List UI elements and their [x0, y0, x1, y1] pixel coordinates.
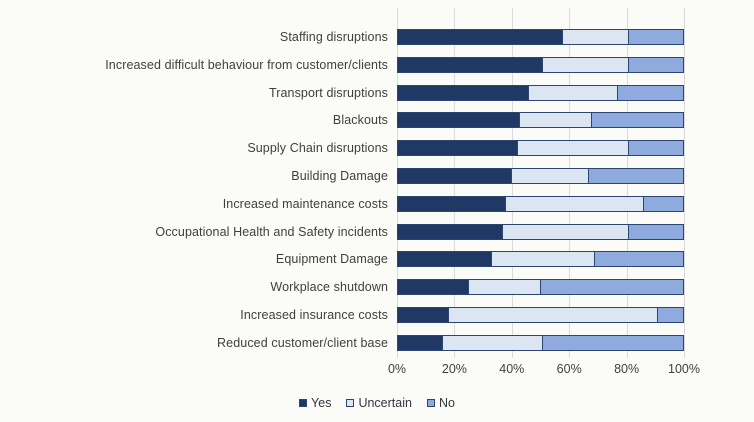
legend-swatch-icon	[346, 399, 355, 407]
bar-segment-uncertain	[448, 307, 659, 323]
stacked-bar	[397, 168, 684, 184]
bar-segment-uncertain	[442, 334, 544, 351]
legend-item-yes: Yes	[299, 396, 331, 410]
bar-segment-no	[629, 223, 684, 240]
bar-row: Transport disruptions	[0, 84, 754, 101]
bar-segment-yes	[397, 140, 518, 157]
bar-segment-uncertain	[520, 112, 593, 129]
bar-row: Equipment Damage	[0, 251, 754, 268]
bar-segment-uncertain	[517, 140, 630, 157]
bar-segment-yes	[397, 84, 530, 101]
bar-segment-uncertain	[511, 168, 590, 184]
bar-row: Increased insurance costs	[0, 307, 754, 323]
bar-row: Workplace shutdown	[0, 279, 754, 296]
category-label: Supply Chain disruptions	[247, 141, 388, 156]
bar-row: Staffing disruptions	[0, 29, 754, 45]
x-tick-label: 60%	[556, 362, 582, 376]
bar-segment-yes	[397, 251, 492, 268]
legend-label: No	[438, 396, 455, 410]
category-label: Staffing disruptions	[279, 30, 388, 44]
category-label: Building Damage	[291, 169, 388, 183]
bar-segment-yes	[397, 334, 443, 351]
bar-segment-uncertain	[506, 195, 644, 212]
bar-row: Building Damage	[0, 168, 754, 184]
bar-segment-yes	[397, 307, 449, 323]
bar-segment-yes	[397, 56, 544, 73]
legend-swatch-icon	[426, 399, 435, 407]
stacked-bar	[397, 251, 684, 268]
gridline	[684, 8, 685, 358]
bar-row: Reduced customer/client base	[0, 334, 754, 351]
bar-row: Blackouts	[0, 112, 754, 129]
legend-label: Yes	[311, 396, 332, 410]
legend-item-uncertain: Uncertain	[346, 396, 412, 410]
bar-row: Occupational Health and Safety incidents	[0, 223, 754, 240]
bar-segment-yes	[397, 195, 507, 212]
category-label: Equipment Damage	[275, 252, 388, 267]
x-tick-label: 100%	[668, 362, 700, 376]
bar-segment-yes	[397, 279, 469, 296]
legend-label: Uncertain	[358, 396, 412, 410]
bar-segment-uncertain	[529, 84, 618, 101]
bar-segment-no	[543, 334, 684, 351]
stacked-bar	[397, 279, 684, 296]
stacked-bar	[397, 140, 684, 157]
category-label: Blackouts	[332, 113, 388, 128]
bar-segment-uncertain	[563, 29, 630, 45]
x-tick-label: 0%	[387, 362, 407, 376]
bar-row: Supply Chain disruptions	[0, 140, 754, 157]
bar-segment-no	[592, 112, 684, 129]
bar-row: Increased difficult behaviour from custo…	[0, 56, 754, 73]
stacked-bar	[397, 29, 684, 45]
stacked-bar	[397, 334, 684, 351]
x-tick-label: 80%	[614, 362, 640, 376]
bar-segment-uncertain	[468, 279, 541, 296]
category-label: Increased insurance costs	[240, 308, 388, 322]
bar-segment-uncertain	[503, 223, 630, 240]
category-label: Workplace shutdown	[270, 280, 388, 295]
category-label: Increased difficult behaviour from custo…	[105, 57, 388, 72]
legend: Yes Uncertain No	[0, 396, 754, 410]
stacked-bar	[397, 112, 684, 129]
category-label: Increased maintenance costs	[222, 196, 388, 211]
bar-segment-no	[658, 307, 684, 323]
bar-segment-no	[617, 84, 684, 101]
category-label: Reduced customer/client base	[217, 335, 388, 350]
bar-segment-no	[589, 168, 684, 184]
legend-swatch-icon	[299, 399, 308, 407]
bar-segment-no	[643, 195, 684, 212]
bar-segment-no	[595, 251, 684, 268]
bar-segment-no	[629, 140, 684, 157]
stacked-bar	[397, 307, 684, 323]
x-tick-label: 40%	[499, 362, 525, 376]
category-label: Occupational Health and Safety incidents	[155, 224, 388, 239]
x-tick-label: 20%	[441, 362, 467, 376]
legend-item-no: No	[426, 396, 455, 410]
bar-segment-no	[629, 29, 684, 45]
bar-segment-no	[540, 279, 684, 296]
bar-segment-no	[629, 56, 684, 73]
bar-segment-yes	[397, 112, 521, 129]
stacked-bar	[397, 84, 684, 101]
bar-segment-yes	[397, 168, 512, 184]
bar-segment-yes	[397, 29, 564, 45]
stacked-bar	[397, 195, 684, 212]
bar-segment-uncertain	[491, 251, 596, 268]
category-label: Transport disruptions	[268, 85, 388, 100]
bar-row: Increased maintenance costs	[0, 195, 754, 212]
stacked-bar	[397, 56, 684, 73]
bar-segment-uncertain	[543, 56, 630, 73]
stacked-bar	[397, 223, 684, 240]
x-axis: 0% 20% 40% 60% 80% 100%	[0, 362, 754, 378]
bar-segment-yes	[397, 223, 504, 240]
